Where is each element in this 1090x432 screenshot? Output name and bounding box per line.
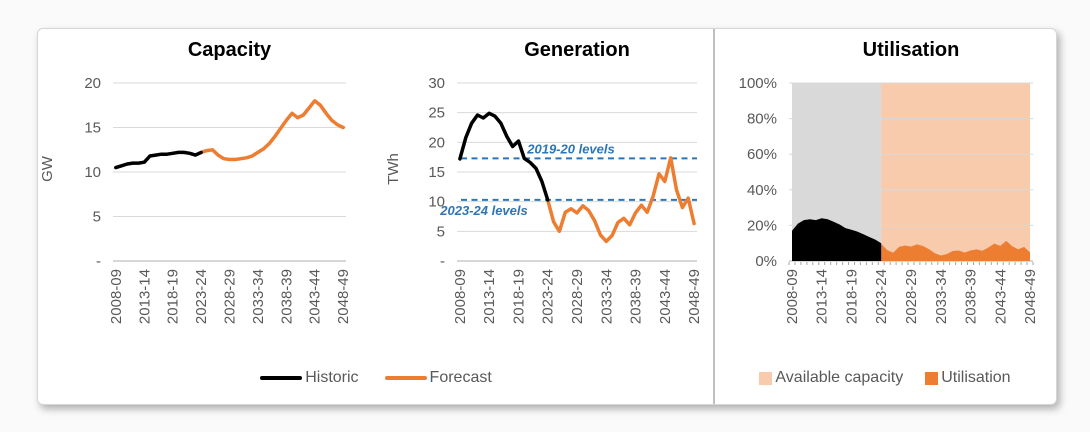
line-historic bbox=[458, 111, 550, 202]
y-tick-label: 5 bbox=[437, 223, 445, 240]
x-tick-label: 2048-49 bbox=[335, 269, 352, 324]
band-available-capacity-forecast bbox=[881, 83, 1030, 261]
x-tick-label: 2038-39 bbox=[628, 269, 645, 324]
y-tick-label: 20 bbox=[428, 134, 445, 151]
x-tick-label: 2023-24 bbox=[540, 269, 557, 324]
legend-item-utilisation: Utilisation bbox=[925, 369, 1011, 387]
y-tick-label: 100% bbox=[739, 75, 777, 92]
y-tick-label: - bbox=[96, 253, 101, 270]
x-tick-label: 2028-29 bbox=[569, 269, 586, 324]
forecast-line-swatch bbox=[384, 376, 427, 380]
x-tick-label: 2023-24 bbox=[193, 269, 210, 324]
y-tick-label: 20% bbox=[747, 217, 777, 234]
x-tick-label: 2048-49 bbox=[686, 269, 703, 324]
x-tick-label: 2033-34 bbox=[598, 269, 615, 324]
utilisation-chart-title: Utilisation bbox=[862, 39, 960, 61]
y-tick-label: 25 bbox=[428, 105, 445, 122]
generation-chart-title: Generation bbox=[524, 39, 630, 61]
x-tick-label: 2008-09 bbox=[108, 269, 125, 324]
utilisation-swatch bbox=[925, 371, 939, 385]
x-tick-label: 2028-29 bbox=[903, 269, 920, 324]
y-tick-label: 0% bbox=[755, 253, 777, 270]
legend-item-available-capacity: Available capacity bbox=[759, 369, 903, 387]
y-tick-label: 5 bbox=[93, 209, 101, 226]
y-tick-label: 20 bbox=[84, 75, 101, 92]
historic-line-swatch bbox=[260, 376, 303, 380]
x-tick-label: 2043-44 bbox=[992, 269, 1009, 324]
x-tick-label: 2018-19 bbox=[510, 269, 527, 324]
utilisation-legend-label: Utilisation bbox=[941, 369, 1011, 386]
y-axis-unit-label: GW bbox=[39, 155, 56, 182]
y-tick-label: 10 bbox=[84, 164, 101, 181]
x-tick-label: 2013-14 bbox=[136, 269, 153, 324]
x-tick-label: 2013-14 bbox=[481, 269, 498, 324]
area-utilisation-historic bbox=[792, 218, 882, 261]
y-tick-label: 40% bbox=[747, 182, 777, 199]
x-tick-label: 2013-14 bbox=[814, 269, 831, 324]
x-tick-label: 2018-19 bbox=[843, 269, 860, 324]
y-axis-unit-label: TWh bbox=[385, 153, 402, 185]
x-tick-label: 2008-09 bbox=[452, 269, 469, 324]
legend-item-historic: Historic bbox=[260, 369, 359, 387]
charts-card: 20 15 10 5 - GW 2008-09 2013-14 2018-19 2023-24 20… bbox=[37, 28, 1057, 405]
x-tick-label: 2028-29 bbox=[222, 269, 239, 324]
x-tick-label: 2048-49 bbox=[1022, 269, 1039, 324]
x-tick-label: 2043-44 bbox=[657, 269, 674, 324]
available-capacity-swatch bbox=[759, 371, 773, 385]
y-tick-label: 80% bbox=[747, 111, 777, 128]
x-tick-label: 2018-19 bbox=[165, 269, 182, 324]
y-tick-label: 15 bbox=[428, 164, 445, 181]
x-tick-label: 2033-34 bbox=[250, 269, 267, 324]
charts-canvas: 20 15 10 5 - GW 2008-09 2013-14 2018-19 2023-24 20… bbox=[39, 75, 1039, 324]
x-tick-label: 2023-24 bbox=[873, 269, 890, 324]
forecast-legend-label: Forecast bbox=[429, 369, 492, 386]
historic-legend-label: Historic bbox=[305, 369, 359, 386]
reference-line-label-2023-24-levels: 2023-24 levels bbox=[439, 203, 527, 218]
available-capacity-legend-label: Available capacity bbox=[775, 369, 904, 386]
line-forecast bbox=[199, 99, 345, 162]
y-tick-label: 10 bbox=[428, 194, 445, 211]
line-forecast bbox=[545, 156, 696, 244]
area-series-legend: Available capacity Utilisation bbox=[714, 365, 1056, 391]
legend-item-forecast: Forecast bbox=[384, 369, 492, 387]
y-tick-label: 30 bbox=[428, 75, 445, 92]
x-tick-label: 2038-39 bbox=[278, 269, 295, 324]
y-tick-label: 15 bbox=[84, 120, 101, 137]
area-utilisation-forecast bbox=[881, 240, 1030, 261]
x-tick-label: 2033-34 bbox=[933, 269, 950, 324]
capacity-chart-title: Capacity bbox=[187, 39, 272, 61]
line-historic bbox=[114, 150, 203, 170]
panel-divider bbox=[713, 29, 715, 404]
y-tick-label: - bbox=[440, 253, 445, 270]
x-tick-label: 2038-39 bbox=[963, 269, 980, 324]
reference-line-label-2019-20-levels: 2019-20 levels bbox=[526, 141, 614, 156]
line-series-legend: Historic Forecast bbox=[38, 365, 714, 391]
x-tick-label: 2043-44 bbox=[307, 269, 324, 324]
x-tick-label: 2008-09 bbox=[784, 269, 801, 324]
y-tick-label: 60% bbox=[747, 146, 777, 163]
